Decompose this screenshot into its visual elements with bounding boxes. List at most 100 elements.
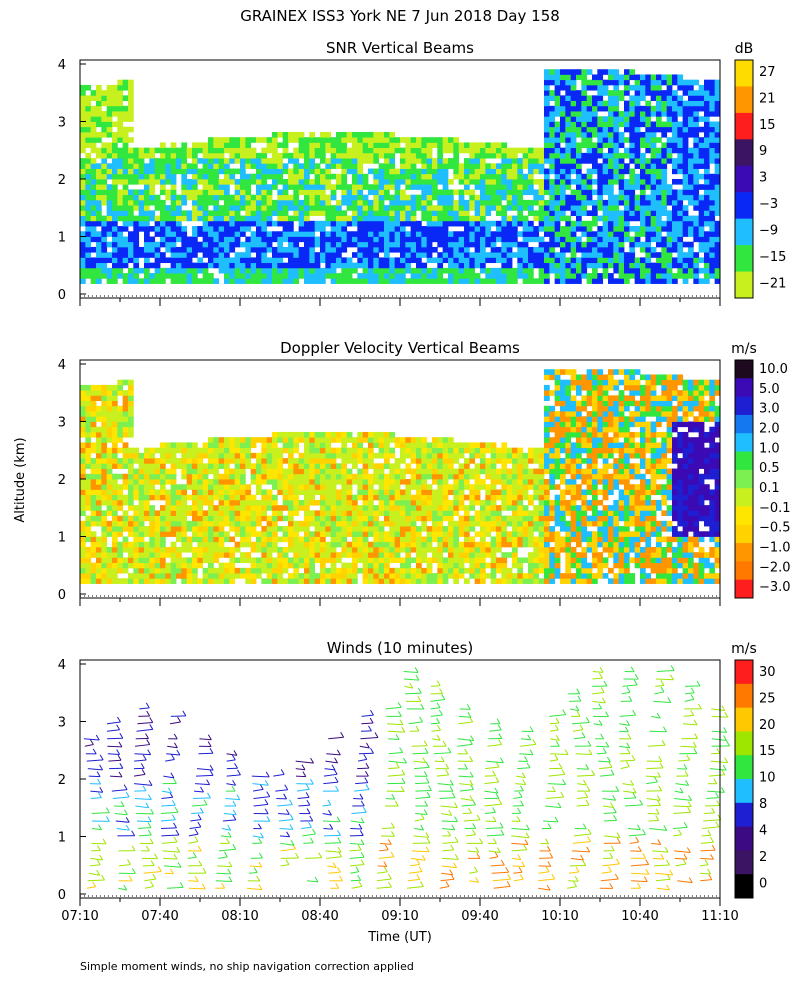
heatmap-cell — [235, 179, 241, 185]
heatmap-cell — [117, 411, 123, 417]
heatmap-cell — [128, 231, 134, 237]
heatmap-cell — [363, 153, 369, 159]
heatmap-cell — [229, 495, 235, 501]
heatmap-cell — [261, 500, 267, 506]
heatmap-cell — [571, 137, 577, 143]
heatmap-cell — [133, 263, 139, 269]
heatmap-cell — [560, 195, 566, 201]
heatmap-cell — [331, 137, 337, 143]
heatmap-cell — [219, 163, 225, 169]
heatmap-cell — [656, 95, 662, 101]
heatmap-cell — [256, 458, 262, 464]
heatmap-cell — [544, 111, 550, 117]
heatmap-cell — [432, 237, 438, 243]
heatmap-cell — [171, 268, 177, 274]
heatmap-cell — [656, 174, 662, 180]
heatmap-cell — [427, 169, 433, 175]
heatmap-cell — [656, 153, 662, 159]
heatmap-cell — [341, 474, 347, 480]
heatmap-cell — [293, 432, 299, 438]
heatmap-cell — [171, 189, 177, 195]
heatmap-cell — [491, 142, 497, 148]
heatmap-cell — [192, 163, 198, 169]
heatmap-cell — [181, 469, 187, 475]
heatmap-cell — [235, 158, 241, 164]
heatmap-cell — [555, 132, 561, 138]
heatmap-cell — [283, 437, 289, 443]
heatmap-cell — [219, 153, 225, 159]
heatmap-cell — [453, 273, 459, 279]
heatmap-cell — [181, 521, 187, 527]
heatmap-cell — [357, 568, 363, 574]
heatmap-cell — [315, 221, 321, 227]
heatmap-cell — [469, 226, 475, 232]
heatmap-cell — [272, 578, 278, 584]
heatmap-cell — [149, 484, 155, 490]
heatmap-cell — [272, 521, 278, 527]
heatmap-cell — [619, 153, 625, 159]
heatmap-cell — [235, 273, 241, 279]
heatmap-cell — [597, 163, 603, 169]
heatmap-cell — [341, 442, 347, 448]
heatmap-cell — [293, 205, 299, 211]
heatmap-cell — [320, 521, 326, 527]
heatmap-cell — [709, 122, 715, 128]
heatmap-cell — [528, 179, 534, 185]
heatmap-cell — [229, 142, 235, 148]
heatmap-cell — [683, 263, 689, 269]
heatmap-cell — [288, 153, 294, 159]
heatmap-cell — [155, 221, 161, 227]
heatmap-cell — [576, 273, 582, 279]
heatmap-cell — [107, 568, 113, 574]
heatmap-cell — [688, 216, 694, 222]
heatmap-cell — [133, 242, 139, 248]
heatmap-cell — [128, 95, 134, 101]
heatmap-cell — [592, 237, 598, 243]
heatmap-cell — [256, 200, 262, 206]
heatmap-cell — [101, 453, 107, 459]
heatmap-cell — [341, 132, 347, 138]
heatmap-cell — [133, 474, 139, 480]
heatmap-cell — [197, 489, 203, 495]
heatmap-cell — [645, 137, 651, 143]
heatmap-cell — [304, 510, 310, 516]
heatmap-cell — [181, 474, 187, 480]
heatmap-cell — [576, 216, 582, 222]
heatmap-cell — [197, 242, 203, 248]
heatmap-cell — [283, 526, 289, 532]
heatmap-cell — [693, 216, 699, 222]
heatmap-cell — [85, 101, 91, 107]
heatmap-cell — [219, 531, 225, 537]
heatmap-cell — [139, 568, 145, 574]
heatmap-cell — [501, 247, 507, 253]
heatmap-cell — [352, 578, 358, 584]
heatmap-cell — [293, 132, 299, 138]
heatmap-cell — [683, 242, 689, 248]
heatmap-cell — [251, 469, 257, 475]
heatmap-cell — [144, 510, 150, 516]
heatmap-cell — [411, 163, 417, 169]
heatmap-cell — [101, 153, 107, 159]
heatmap-cell — [107, 563, 113, 569]
heatmap-cell — [299, 474, 305, 480]
heatmap-cell — [128, 247, 134, 253]
heatmap-cell — [85, 169, 91, 175]
heatmap-cell — [245, 537, 251, 543]
heatmap-cell — [709, 205, 715, 211]
heatmap-cell — [565, 158, 571, 164]
heatmap-cell — [683, 184, 689, 190]
colorbar-label: −21 — [759, 276, 786, 291]
heatmap-cell — [213, 205, 219, 211]
heatmap-cell — [245, 557, 251, 563]
heatmap-cell — [544, 158, 550, 164]
heatmap-cell — [363, 542, 369, 548]
heatmap-cell — [213, 210, 219, 216]
heatmap-cell — [336, 278, 342, 284]
heatmap-cell — [240, 263, 246, 269]
heatmap-cell — [459, 216, 465, 222]
heatmap-cell — [555, 153, 561, 159]
heatmap-cell — [416, 137, 422, 143]
heatmap-cell — [224, 474, 230, 480]
heatmap-cell — [293, 231, 299, 237]
heatmap-cell — [571, 205, 577, 211]
